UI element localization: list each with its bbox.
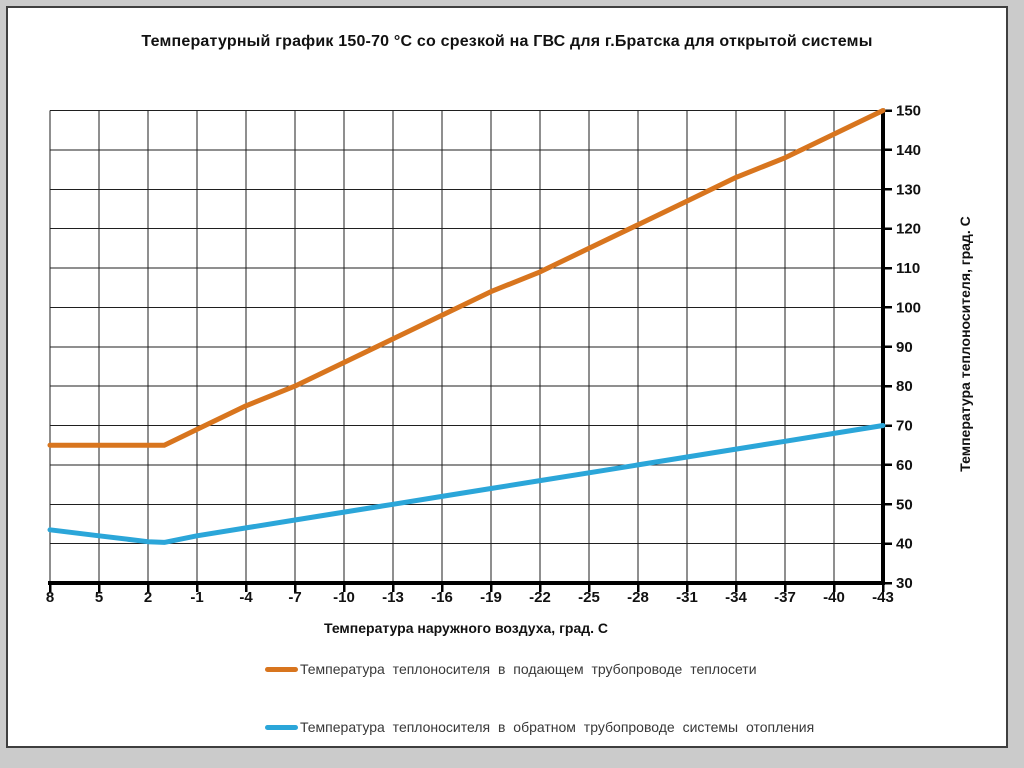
axis-lines: [48, 108, 885, 585]
legend-item-return: Температура теплоносителя в обратном тру…: [265, 719, 814, 735]
svg-text:130: 130: [896, 181, 921, 198]
svg-text:-19: -19: [480, 589, 502, 606]
legend-item-supply: Температура теплоносителя в подающем тру…: [265, 661, 757, 677]
svg-text:110: 110: [896, 260, 920, 277]
y-axis-tick-labels: 30 40 50 60 70 80 90 100 110 120 130 140 150: [896, 103, 921, 593]
svg-text:90: 90: [896, 339, 913, 356]
svg-text:70: 70: [896, 418, 913, 435]
svg-text:5: 5: [95, 589, 103, 606]
x-axis-title: Температура наружного воздуха, град. С: [323, 620, 609, 636]
svg-text:-28: -28: [627, 589, 649, 606]
svg-text:100: 100: [896, 299, 921, 316]
supply-line: [47, 108, 886, 448]
svg-text:-1: -1: [190, 589, 203, 606]
chart-frame: Температурный график 150-70 °С со срезко…: [6, 6, 1008, 748]
x-axis-ticks: [48, 585, 885, 592]
svg-text:120: 120: [896, 221, 921, 238]
legend-label-supply: Температура теплоносителя в подающем тру…: [300, 661, 757, 677]
svg-text:-34: -34: [725, 589, 747, 606]
chart-title: Температурный график 150-70 °С со срезко…: [141, 33, 873, 50]
svg-text:-13: -13: [382, 589, 404, 606]
svg-text:-10: -10: [333, 589, 355, 606]
return-line: [47, 423, 886, 545]
legend-label-return: Температура теплоносителя в обратном тру…: [300, 719, 815, 735]
svg-text:140: 140: [896, 142, 921, 159]
plot-area: 8 5 2 -1 -4 -7 -10 -13 -16 -19 -22 -25 -28 -31 -34 -37 -…: [46, 103, 921, 607]
svg-text:60: 60: [896, 457, 913, 474]
svg-text:-40: -40: [823, 589, 845, 606]
svg-text:-4: -4: [239, 589, 253, 606]
svg-text:30: 30: [896, 575, 913, 592]
svg-text:-37: -37: [774, 589, 796, 606]
svg-text:8: 8: [46, 589, 54, 606]
svg-text:-25: -25: [578, 589, 600, 606]
return-line-swatch: [265, 724, 298, 730]
svg-text:80: 80: [896, 378, 913, 395]
supply-line-swatch: [265, 666, 298, 672]
svg-text:-22: -22: [529, 589, 551, 606]
x-axis-tick-labels: 8 5 2 -1 -4 -7 -10 -13 -16 -19 -22 -25 -28 -31 -34 -37 -…: [46, 589, 894, 606]
svg-text:-7: -7: [288, 589, 301, 606]
y-axis-title: Температура теплоносителя, град. С: [957, 216, 973, 472]
svg-text:-43: -43: [872, 589, 894, 606]
svg-text:50: 50: [896, 496, 913, 513]
svg-text:150: 150: [896, 103, 921, 120]
y-axis-ticks: [885, 109, 892, 585]
svg-text:-16: -16: [431, 589, 453, 606]
svg-text:40: 40: [896, 536, 913, 553]
gridlines: [49, 110, 884, 584]
svg-text:-31: -31: [676, 589, 698, 606]
svg-text:2: 2: [144, 589, 152, 606]
